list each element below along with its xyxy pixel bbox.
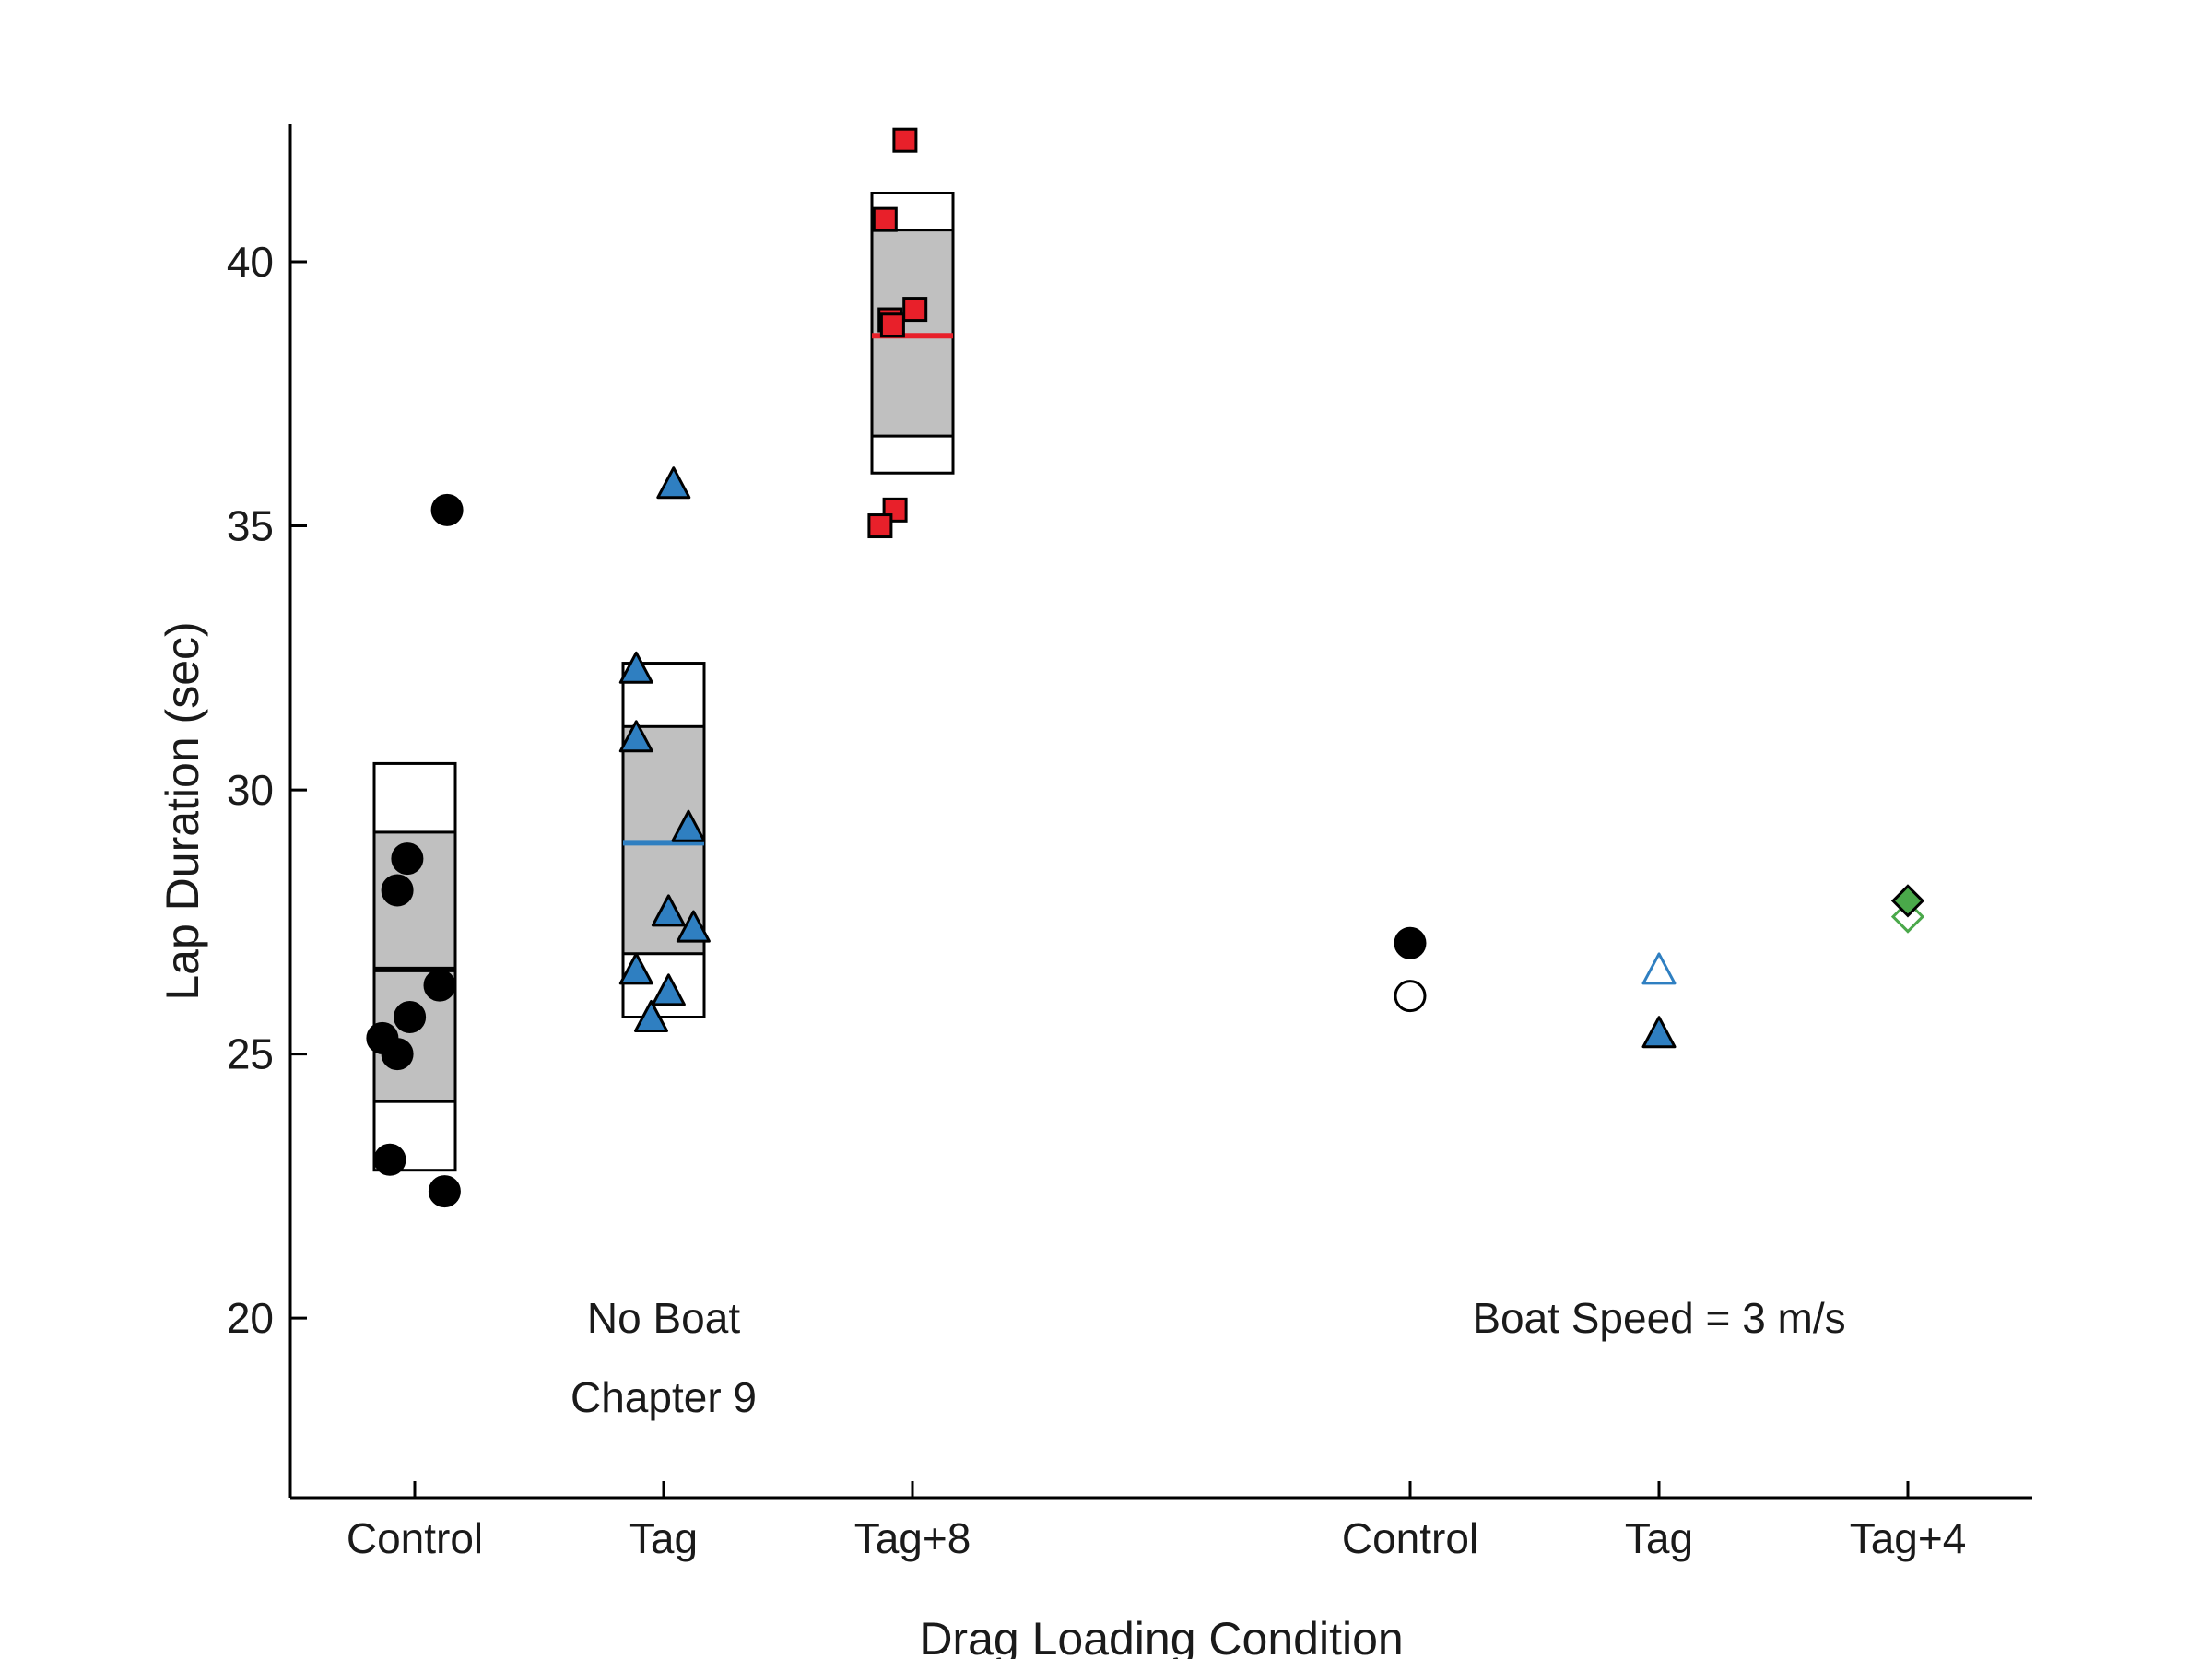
annotation-no-boat: No Boat	[587, 1294, 740, 1342]
x-tick-label-3: Control	[1342, 1514, 1478, 1562]
group-2-point-4	[879, 312, 905, 338]
annotation-boat-speed: Boat Speed = 3 m/s	[1472, 1294, 1845, 1342]
x-tick-label-2: Tag+8	[854, 1514, 971, 1562]
group-1-point-7	[651, 973, 686, 1006]
group-0-point-1	[391, 842, 424, 876]
group-2-point-2	[902, 297, 928, 323]
group-2-point-0	[892, 127, 918, 153]
y-tick-label-40: 40	[227, 238, 274, 286]
group-1-point-3	[671, 809, 706, 842]
group-3-point-0	[1394, 926, 1427, 959]
group-5-point-1	[1890, 884, 1925, 918]
group-0-point-3	[423, 969, 456, 1002]
group-0-point-2	[381, 874, 414, 907]
group-3-point-1	[1394, 980, 1427, 1013]
x-axis-title: Drag Loading Condition	[919, 1613, 1403, 1659]
y-tick-label-35: 35	[227, 502, 274, 550]
group-0-point-4	[394, 1001, 427, 1033]
x-tick-label-5: Tag+4	[1850, 1514, 1967, 1562]
group-0-point-8	[428, 1175, 461, 1208]
group-1-point-0	[656, 466, 691, 500]
annotation-chapter: Chapter 9	[571, 1373, 757, 1421]
group-2-point-1	[872, 206, 898, 232]
group-0-point-7	[373, 1143, 406, 1176]
x-tick-label-0: Control	[347, 1514, 483, 1562]
group-0-point-0	[430, 493, 464, 526]
group-4-point-1	[1641, 1016, 1677, 1049]
group-4-point-0	[1641, 952, 1677, 985]
group-1-point-2	[618, 720, 653, 753]
group-2-point-6	[867, 513, 893, 539]
group-1-point-8	[634, 1000, 668, 1032]
group-1-point-6	[618, 952, 653, 985]
y-tick-label-30: 30	[227, 766, 274, 814]
axes: 20 25 30 35 40 Control Tag Tag+8 Control Tag Tag+4	[227, 124, 2032, 1562]
chart-text: Drag Loading Condition Lap Duration (sec…	[157, 621, 1846, 1659]
group-1-point-4	[651, 894, 686, 927]
group-1-point-1	[618, 651, 653, 684]
group-2-point-5	[882, 497, 908, 523]
x-tick-label-1: Tag	[629, 1514, 698, 1562]
plot-area	[366, 127, 1925, 1208]
y-axis-title: Lap Duration (sec)	[157, 621, 208, 1000]
y-tick-label-20: 20	[227, 1294, 274, 1342]
y-tick-label-25: 25	[227, 1030, 274, 1078]
group-1-point-5	[676, 910, 711, 943]
group-0-point-6	[381, 1038, 414, 1071]
x-tick-label-4: Tag	[1625, 1514, 1693, 1562]
